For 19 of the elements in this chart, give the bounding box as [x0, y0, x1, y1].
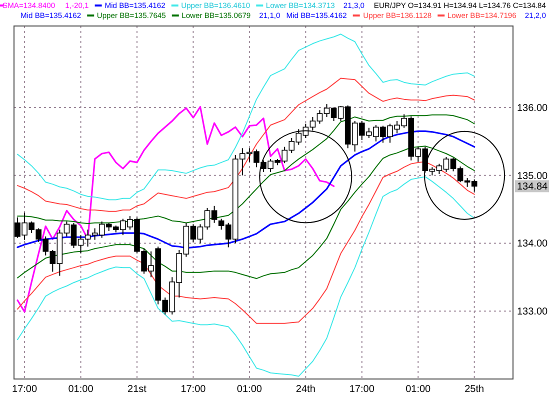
- line-series: [17, 34, 475, 200]
- x-tick-label: 01:00: [68, 384, 94, 395]
- y-tick-label: 135.00: [517, 170, 548, 182]
- y-tick-label: 133.00: [517, 306, 548, 318]
- line-series: [17, 176, 475, 377]
- line-series: [17, 146, 475, 280]
- x-tick-label: 01:00: [406, 384, 432, 395]
- x-tick-label: 17:00: [12, 384, 38, 395]
- text: 134.84: [517, 182, 548, 193]
- line-series: [17, 78, 475, 212]
- line-series: [16, 106, 335, 313]
- y-tick-label: 134.00: [517, 238, 548, 250]
- x-tick-label: 21st: [128, 384, 147, 395]
- x-tick-label: 25th: [464, 384, 484, 395]
- x-tick-label: 17:00: [180, 384, 206, 395]
- x-tick-label: 24th: [296, 384, 316, 395]
- x-tick-label: 17:00: [349, 384, 375, 395]
- y-tick-label: 136.00: [517, 102, 548, 114]
- x-tick-label: 01:00: [236, 384, 262, 395]
